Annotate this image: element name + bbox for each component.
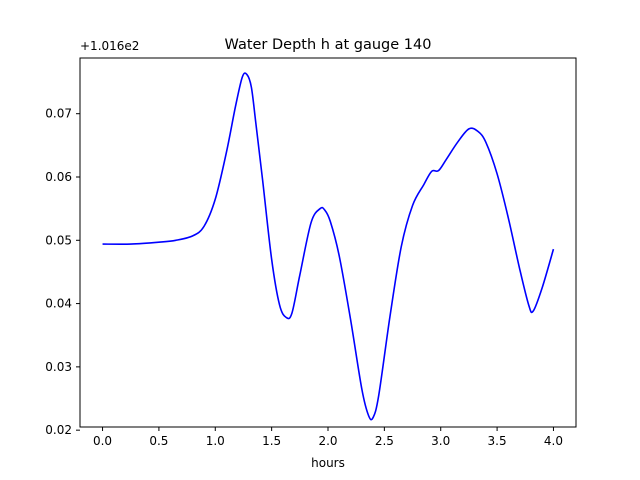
y-tick-label: 0.02 — [45, 423, 72, 437]
y-tick-label: 0.03 — [45, 360, 72, 374]
x-tick-label: 2.5 — [375, 434, 394, 448]
x-tick-label: 4.0 — [544, 434, 563, 448]
series-line-0 — [102, 72, 555, 421]
y-offset-label: +1.016e2 — [80, 39, 139, 53]
x-tick-label: 1.5 — [262, 434, 281, 448]
x-axis-label: hours — [311, 456, 345, 470]
y-tick-label: 0.05 — [45, 233, 72, 247]
chart-title: Water Depth h at gauge 140 — [225, 37, 432, 53]
y-tick-label: 0.07 — [45, 107, 72, 121]
plot-area — [102, 72, 555, 421]
x-tick-label: 0.5 — [149, 434, 168, 448]
y-tick-label: 0.06 — [45, 170, 72, 184]
y-axis: 0.02 0.03 0.04 0.05 0.06 0.07 — [45, 107, 80, 437]
x-axis: 0.0 0.5 1.0 1.5 2.0 2.5 3.0 3.5 4.0 — [93, 427, 563, 448]
x-tick-label: 2.0 — [318, 434, 337, 448]
x-tick-label: 3.0 — [431, 434, 450, 448]
x-tick-label: 1.0 — [206, 434, 225, 448]
x-tick-label: 3.5 — [488, 434, 507, 448]
y-tick-label: 0.04 — [45, 297, 72, 311]
x-tick-label: 0.0 — [93, 434, 112, 448]
